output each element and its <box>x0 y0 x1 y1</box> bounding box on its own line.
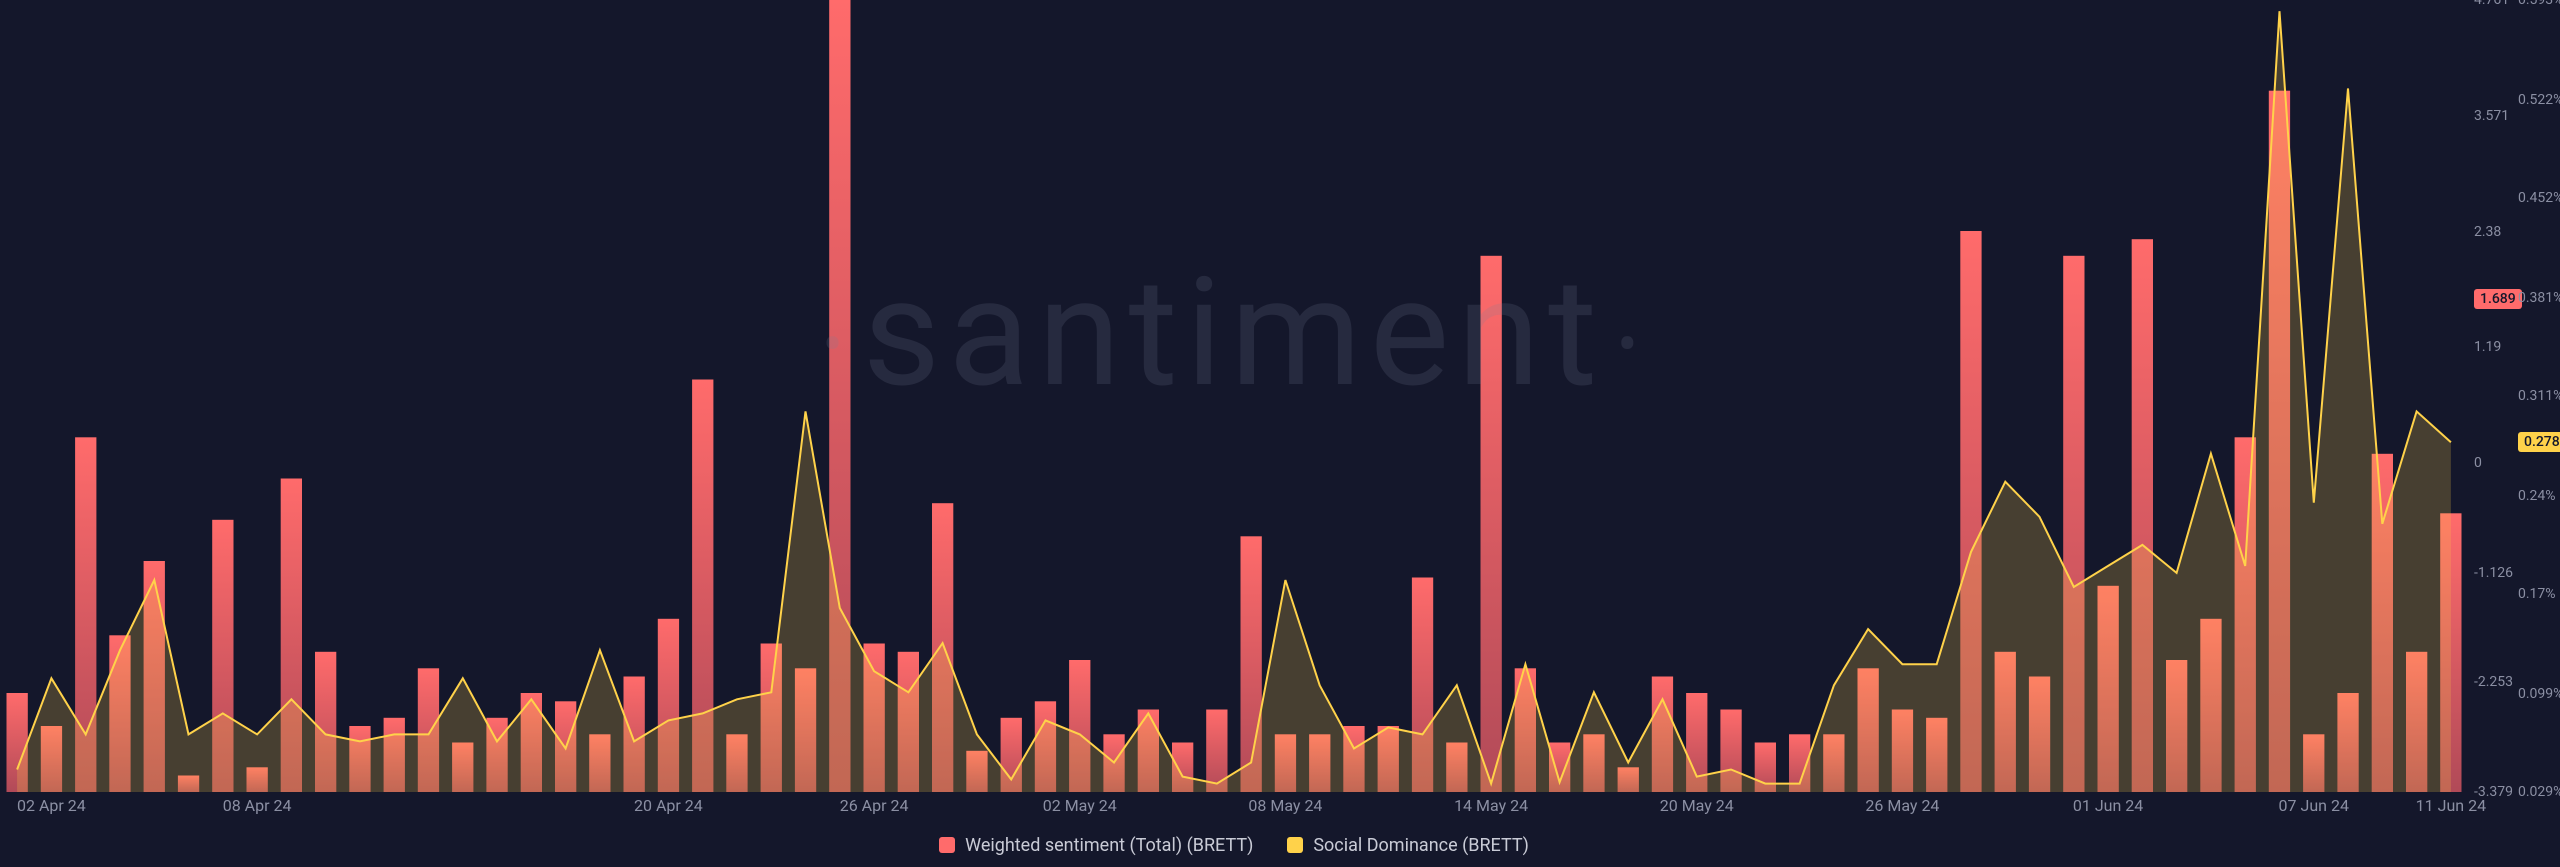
x-tick: 14 May 24 <box>1454 796 1528 815</box>
dominance-area <box>17 11 2451 792</box>
y-tick-sentiment: -1.126 <box>2474 565 2513 581</box>
legend-label: Weighted sentiment (Total) (BRETT) <box>965 835 1253 856</box>
x-tick: 08 Apr 24 <box>223 796 292 815</box>
y-tick-dominance: 0.311% <box>2518 388 2560 404</box>
y-tick-dominance: 0.452% <box>2518 190 2560 206</box>
legend: Weighted sentiment (Total) (BRETT) Socia… <box>0 830 2468 860</box>
dominance-current-badge: 0.278% <box>2518 432 2560 452</box>
y-tick-sentiment: -3.379 <box>2474 784 2513 800</box>
sentiment-current-badge: 1.689 <box>2474 289 2522 309</box>
y-tick-dominance: 0.593% <box>2518 0 2560 8</box>
x-tick: 07 Jun 24 <box>2279 796 2349 815</box>
y-tick-dominance: 0.522% <box>2518 92 2560 108</box>
y-tick-dominance: 0.24% <box>2518 488 2556 504</box>
y-tick-sentiment: -2.253 <box>2474 674 2513 690</box>
chart-plot[interactable] <box>0 0 2468 792</box>
legend-swatch <box>939 837 955 853</box>
y-tick-dominance: 0.381% <box>2518 290 2560 306</box>
y-axis-dominance: 0.593% 0.522% 0.452% 0.381% 0.311% 0.24% 0.17%… <box>2518 0 2560 792</box>
y-tick-sentiment: 1.19 <box>2474 339 2501 355</box>
y-tick-sentiment: 0 <box>2474 455 2482 471</box>
y-tick-dominance: 0.029% <box>2518 784 2560 800</box>
x-tick: 02 May 24 <box>1043 796 1117 815</box>
y-tick-sentiment: 2.38 <box>2474 224 2501 240</box>
y-tick-sentiment: 3.571 <box>2474 108 2509 124</box>
legend-item-sentiment[interactable]: Weighted sentiment (Total) (BRETT) <box>939 835 1253 856</box>
x-tick: 02 Apr 24 <box>17 796 86 815</box>
x-tick: 20 Apr 24 <box>634 796 703 815</box>
y-tick-dominance: 0.099% <box>2518 686 2560 702</box>
x-tick: 26 May 24 <box>1865 796 1939 815</box>
legend-label: Social Dominance (BRETT) <box>1313 835 1529 856</box>
x-tick: 01 Jun 24 <box>2073 796 2143 815</box>
x-tick: 26 Apr 24 <box>840 796 909 815</box>
y-tick-dominance: 0.17% <box>2518 586 2556 602</box>
x-tick: 20 May 24 <box>1660 796 1734 815</box>
bar[interactable] <box>1481 256 1502 792</box>
x-axis: 02 Apr 24 08 Apr 24 20 Apr 24 26 Apr 24 02 M… <box>0 796 2468 818</box>
x-tick: 08 May 24 <box>1248 796 1322 815</box>
legend-swatch <box>1287 837 1303 853</box>
y-tick-sentiment: 4.761 <box>2474 0 2509 8</box>
y-axis-sentiment: 4.7613.5712.381.190-1.126-2.253-3.3791.6… <box>2474 0 2516 792</box>
chart-container: •santiment• <box>0 0 2468 792</box>
legend-item-dominance[interactable]: Social Dominance (BRETT) <box>1287 835 1529 856</box>
